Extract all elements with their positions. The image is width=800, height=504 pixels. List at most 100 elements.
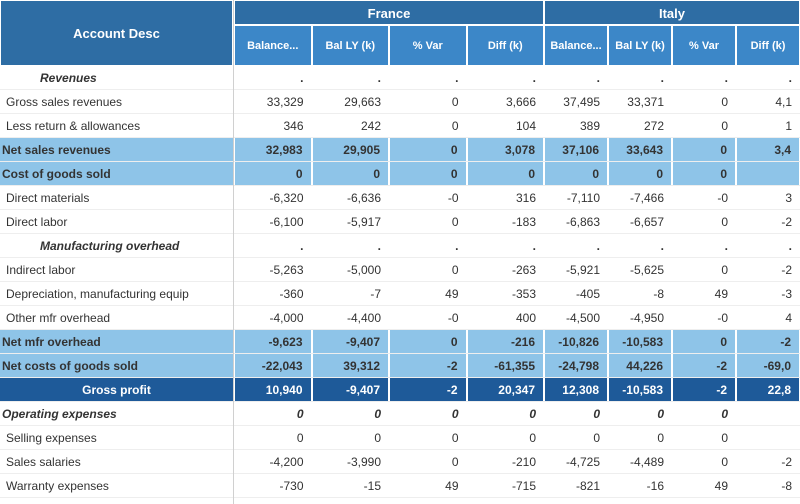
subcol-balance[interactable]: Balance... — [544, 25, 608, 66]
table-row: -6,320-6,636-0316 — [234, 186, 544, 210]
num-cell: -10,826 — [544, 330, 608, 353]
table-row: Depreciation, manufacturing equip — [0, 282, 233, 306]
france-rows: ....33,32929,66303,666346242010432,98329… — [234, 66, 544, 498]
num-cell: . — [672, 66, 736, 89]
num-cell: 33,329 — [234, 90, 312, 113]
num-cell: -715 — [467, 474, 545, 497]
table-row: 000 — [544, 426, 800, 450]
table-row: -5,921-5,6250-2 — [544, 258, 800, 282]
num-cell: 0 — [389, 114, 467, 137]
table-row: -821-1649-8 — [544, 474, 800, 498]
num-cell: -4,950 — [608, 306, 672, 329]
num-cell: 242 — [312, 114, 390, 137]
desc-cell: Operating expenses — [0, 407, 233, 421]
num-cell: -4,500 — [544, 306, 608, 329]
num-cell: 400 — [467, 306, 545, 329]
desc-cell: Other mfr overhead — [0, 311, 233, 325]
num-cell: 0 — [389, 138, 467, 161]
num-cell: -9,407 — [312, 378, 390, 401]
table-row: -4,725-4,4890-2 — [544, 450, 800, 474]
num-cell: 4 — [736, 306, 800, 329]
num-cell: 0 — [672, 330, 736, 353]
num-cell: 0 — [312, 162, 390, 185]
num-cell: 0 — [608, 402, 672, 425]
num-cell: 20,347 — [467, 378, 545, 401]
num-cell: -6,100 — [234, 210, 312, 233]
num-cell: 0 — [467, 402, 545, 425]
num-cell: -3,990 — [312, 450, 390, 473]
num-cell: 389 — [544, 114, 608, 137]
num-cell: 4,1 — [736, 90, 800, 113]
table-row: Net mfr overhead — [0, 330, 233, 354]
table-row: -7,110-7,466-03 — [544, 186, 800, 210]
num-cell: 0 — [672, 114, 736, 137]
subcol-bal-ly[interactable]: Bal LY (k) — [312, 25, 390, 66]
num-cell: -7 — [312, 282, 390, 305]
subcol-pct-var[interactable]: % Var — [672, 25, 736, 66]
num-cell: 0 — [544, 426, 608, 449]
num-cell: -10,583 — [608, 378, 672, 401]
table-row: -405-849-3 — [544, 282, 800, 306]
subcol-diff[interactable]: Diff (k) — [736, 25, 800, 66]
num-cell: 37,495 — [544, 90, 608, 113]
table-row: -5,263-5,0000-263 — [234, 258, 544, 282]
num-cell: 0 — [389, 258, 467, 281]
table-row: Indirect labor — [0, 258, 233, 282]
num-cell: . — [736, 66, 800, 89]
num-cell: -7,466 — [608, 186, 672, 209]
num-cell: 0 — [234, 402, 312, 425]
country-header: Italy — [544, 0, 800, 25]
table-row: 0000 — [234, 162, 544, 186]
desc-cell: Net mfr overhead — [0, 335, 233, 349]
num-cell: 0 — [389, 402, 467, 425]
num-cell: -0 — [389, 186, 467, 209]
num-cell: -0 — [672, 306, 736, 329]
num-cell: 32,983 — [234, 138, 312, 161]
table-row: Gross sales revenues — [0, 90, 233, 114]
subcol-balance[interactable]: Balance... — [234, 25, 312, 66]
num-cell: 0 — [672, 426, 736, 449]
table-row: -24,79844,226-2-69,0 — [544, 354, 800, 378]
num-cell: -8 — [736, 474, 800, 497]
table-row: Manufacturing overhead — [0, 234, 233, 258]
table-row: .... — [544, 234, 800, 258]
num-cell: 0 — [672, 450, 736, 473]
num-cell: 33,643 — [608, 138, 672, 161]
table-row: Direct labor — [0, 210, 233, 234]
table-row: 0000 — [234, 402, 544, 426]
num-cell: -2 — [736, 330, 800, 353]
country-header: France — [234, 0, 544, 25]
subcol-pct-var[interactable]: % Var — [389, 25, 467, 66]
num-cell: 0 — [608, 426, 672, 449]
num-cell: -216 — [467, 330, 545, 353]
country-france: France Balance... Bal LY (k) % Var Diff … — [234, 0, 544, 504]
table-row: Warranty expenses — [0, 474, 233, 498]
table-row: 37,49533,37104,1 — [544, 90, 800, 114]
table-row: .... — [234, 234, 544, 258]
num-cell: 0 — [544, 402, 608, 425]
num-cell: -6,863 — [544, 210, 608, 233]
num-cell: -4,200 — [234, 450, 312, 473]
num-cell: . — [544, 234, 608, 257]
table-row: Operating expenses — [0, 402, 233, 426]
desc-cell: Cost of goods sold — [0, 167, 233, 181]
num-cell: -360 — [234, 282, 312, 305]
desc-cell: Depreciation, manufacturing equip — [0, 287, 233, 301]
subheader-row: Balance... Bal LY (k) % Var Diff (k) — [544, 25, 800, 66]
num-cell: -69,0 — [736, 354, 800, 377]
subcol-bal-ly[interactable]: Bal LY (k) — [608, 25, 672, 66]
table-row: -6,100-5,9170-183 — [234, 210, 544, 234]
num-cell: 0 — [389, 450, 467, 473]
num-cell: . — [234, 66, 312, 89]
num-cell: 0 — [672, 402, 736, 425]
subcol-diff[interactable]: Diff (k) — [467, 25, 545, 66]
desc-header: Account Desc — [0, 0, 233, 66]
num-cell: -22,043 — [234, 354, 312, 377]
num-cell: 0 — [467, 426, 545, 449]
table-row: .... — [544, 66, 800, 90]
table-row: Direct materials — [0, 186, 233, 210]
table-row: .... — [234, 66, 544, 90]
num-cell: . — [672, 234, 736, 257]
table-row: 37,10633,64303,4 — [544, 138, 800, 162]
num-cell: -2 — [389, 354, 467, 377]
